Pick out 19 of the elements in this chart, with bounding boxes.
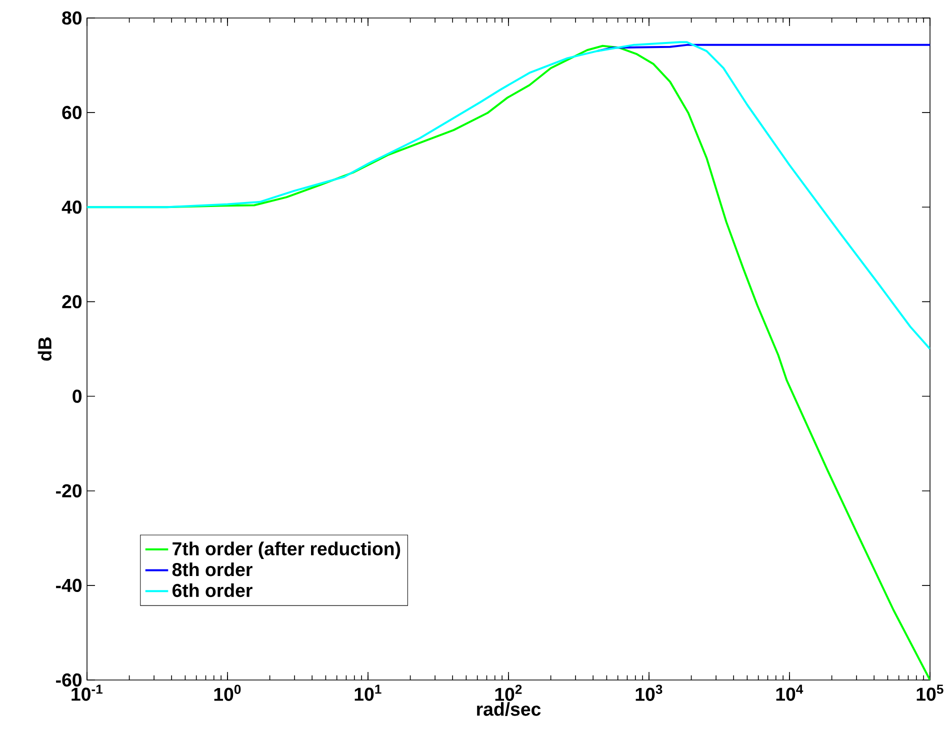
y-tick-label: -20 [56,484,82,498]
y-tick-label: 0 [72,390,82,403]
x-tick-label: 10$^{3}$ [636,684,662,701]
legend-label: 8th order [172,562,252,576]
x-tick-label: 10$^{0}$ [214,684,241,701]
y-tick-label: 80 [62,11,82,25]
x-axis-title: rad/sec [477,702,541,716]
y-tick-label: 40 [62,200,82,214]
x-tick-label: 10$^{5}$ [916,684,944,701]
legend-label: 6th order [172,583,252,598]
y-tick-label: 20 [62,295,82,308]
y-axis-title: dB [38,337,52,361]
y-tick-label: -60 [56,673,82,687]
x-tick-label: 10$^{1}$ [354,684,382,701]
legend-label: 7th order (after reduction) [172,542,400,560]
x-tick-label: 10$^{2}$ [495,684,522,701]
x-tick-label: 10$^{4}$ [776,684,804,701]
y-tick-label: 60 [62,106,82,120]
y-tick-label: -40 [56,578,82,592]
